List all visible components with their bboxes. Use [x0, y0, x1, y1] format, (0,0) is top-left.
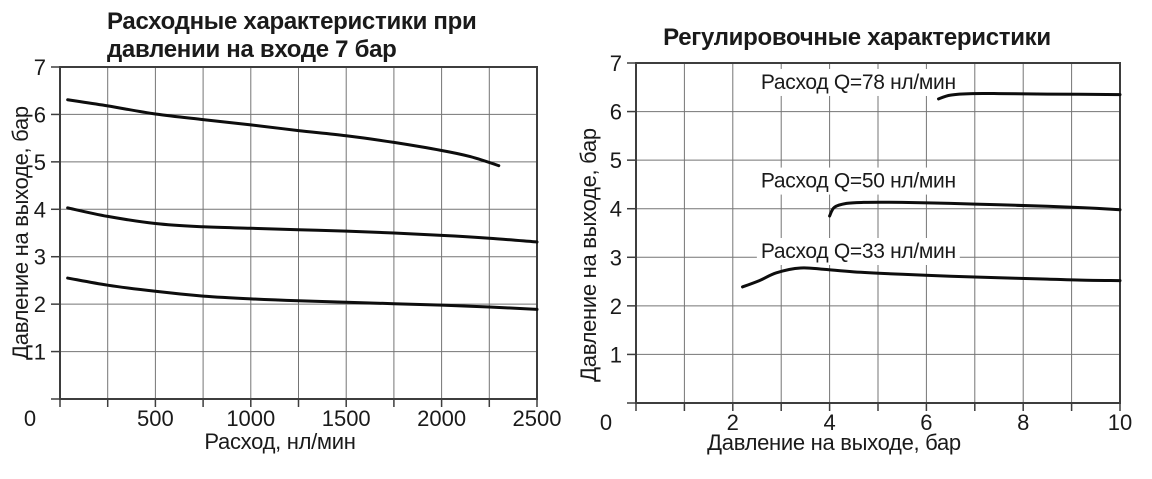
y-tick-label: 4	[610, 197, 622, 222]
x-tick-label: 6	[920, 410, 932, 435]
regulation-chart-title: Регулировочные характеристики	[663, 24, 1051, 51]
y-tick-label: 7	[610, 51, 622, 76]
series-curve-flow-q50	[828, 200, 1122, 218]
flow-chart-title: Расходные характеристики при давлении на…	[107, 8, 477, 64]
y-tick-label: 7	[34, 55, 46, 80]
series-curve-flow-q78	[937, 91, 1122, 101]
flow-chart-x-axis-label: Расход, нл/мин	[204, 429, 356, 454]
y-tick-label: 6	[610, 100, 622, 125]
regulation-chart-x-axis-label: Давление на выходе, бар	[707, 430, 961, 455]
x-tick-label: 2000	[417, 406, 466, 431]
y-tick-label: 5	[34, 150, 46, 175]
x-tick-label: 0	[24, 406, 36, 431]
x-tick-label: 4	[823, 410, 835, 435]
plot-border	[635, 62, 1121, 404]
y-tick-label: 2	[610, 294, 622, 319]
flow-characteristics-chart: Расходные характеристики при давлении на…	[8, 8, 562, 454]
flow-chart-title-line1: Расходные характеристики при	[107, 8, 477, 35]
x-tick-label: 1000	[226, 406, 275, 431]
y-tick-label: 3	[34, 245, 46, 270]
series-curve-curve-bottom-2.5bar	[66, 276, 539, 311]
x-tick-label: 10	[1108, 410, 1132, 435]
flow-chart-plot-area: 0 500 1000 1500 2000 2500 1 2 3 4 5 6 7	[24, 55, 562, 431]
x-tick-label: 2	[727, 410, 739, 435]
y-tick-label: 1	[34, 340, 46, 365]
x-tick-label: 0	[600, 410, 612, 435]
series-label-background	[756, 167, 960, 195]
x-tick-label: 2500	[513, 406, 562, 431]
y-tick-label: 4	[34, 197, 46, 222]
series-label: Расход Q=50 нл/мин	[761, 170, 956, 193]
series-label-background	[756, 68, 960, 96]
x-tick-label: 500	[137, 406, 174, 431]
series-label-background	[756, 238, 960, 265]
series-curve-curve-middle-4bar	[66, 206, 539, 244]
y-tick-label: 6	[34, 102, 46, 127]
y-tick-label: 1	[610, 342, 622, 367]
regulation-characteristics-chart: Регулировочные характеристики Давление н…	[576, 0, 1152, 479]
series-curve-flow-q33	[740, 266, 1122, 289]
series-label: Расход Q=33 нл/мин	[761, 240, 956, 263]
series-curve-curve-top-6.3bar	[66, 98, 501, 168]
y-tick-label: 2	[34, 292, 46, 317]
x-tick-label: 1500	[322, 406, 371, 431]
y-tick-label: 5	[610, 148, 622, 173]
flow-chart-title-line2: давлении на входе 7 бар	[107, 36, 397, 63]
y-tick-label: 3	[610, 245, 622, 270]
plot-border	[59, 66, 538, 400]
x-tick-label: 8	[1017, 410, 1029, 435]
series-label: Расход Q=78 нл/мин	[761, 71, 956, 94]
